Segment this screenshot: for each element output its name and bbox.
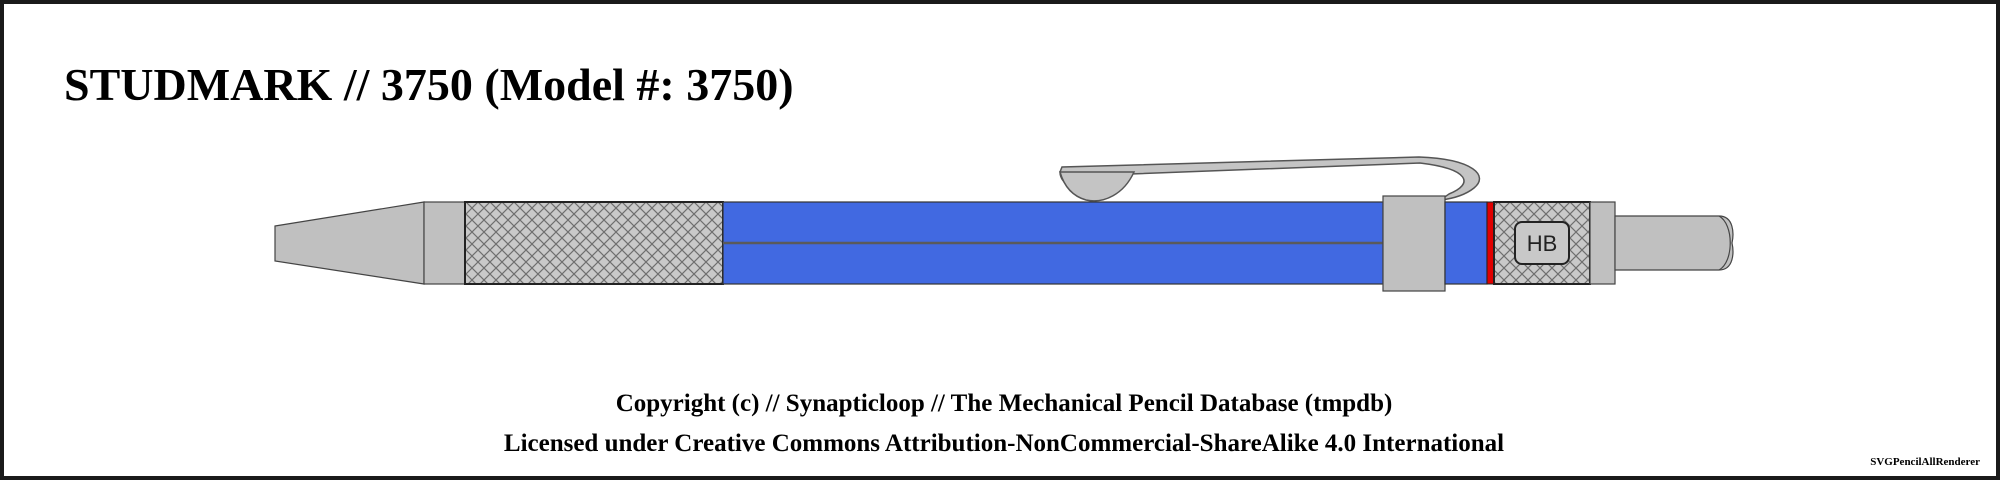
pencil-tip-cone	[274, 201, 425, 285]
front-collar	[423, 201, 466, 285]
grade-label: HB	[1527, 231, 1558, 256]
pencil-title: STUDMARK // 3750 (Model #: 3750)	[64, 59, 794, 110]
rear-collar	[1589, 201, 1616, 285]
rear-barrel	[1444, 201, 1488, 285]
end-cap-dome	[1718, 215, 1731, 271]
end-cap	[1614, 215, 1734, 271]
clip-band	[1382, 195, 1446, 292]
red-ring	[1486, 201, 1495, 285]
grade-indicator-window	[1514, 221, 1570, 265]
renderer-label: SVGPencilAllRenderer	[1870, 456, 1980, 468]
front-grip-knurling	[464, 201, 724, 285]
license-text: Licensed under Creative Commons Attribut…	[503, 430, 1505, 457]
clip-bulb	[1059, 171, 1136, 202]
pencil-diagram: HB	[274, 156, 1734, 292]
copyright-text: Copyright (c) // Synapticloop // The Mec…	[615, 390, 1393, 417]
